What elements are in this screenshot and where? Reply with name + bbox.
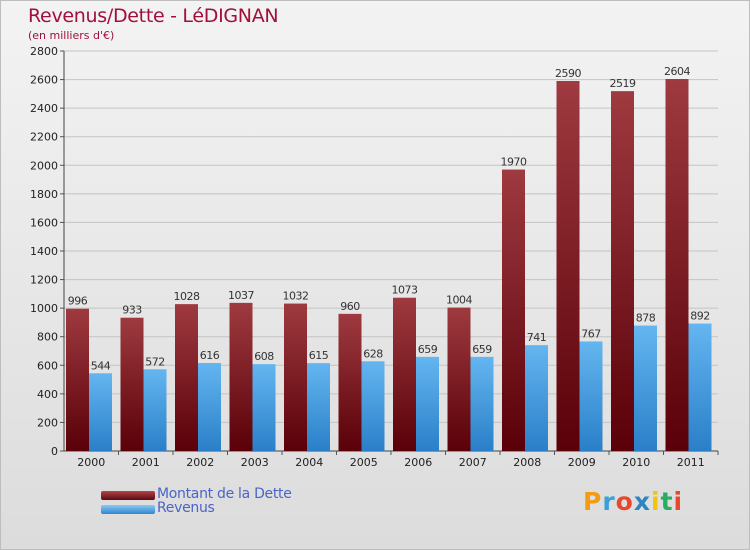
data-label-revenus: 659 <box>418 343 438 356</box>
x-tick-label: 2008 <box>513 456 541 469</box>
y-tick-label: 800 <box>37 331 58 344</box>
data-label-revenus: 878 <box>636 312 656 325</box>
bar-revenus <box>143 369 167 451</box>
y-tick-label: 1000 <box>30 302 58 315</box>
data-label-dette: 996 <box>68 295 88 308</box>
data-label-dette: 2604 <box>664 65 690 78</box>
bar-dette <box>66 308 89 451</box>
data-label-dette: 1028 <box>174 290 200 303</box>
bar-revenus <box>198 363 221 451</box>
bar-dette <box>611 91 634 452</box>
y-tick-label: 200 <box>37 416 58 429</box>
chart-title: Revenus/Dette - LéDIGNAN <box>28 5 279 27</box>
y-tick-label: 1200 <box>30 274 58 287</box>
y-tick-label: 2000 <box>30 159 58 172</box>
data-label-revenus: 659 <box>472 343 492 356</box>
legend-swatch-dette <box>101 491 155 500</box>
y-tick-label: 1600 <box>30 216 58 229</box>
y-tick-label: 400 <box>37 388 58 401</box>
legend-label-revenus: Revenus <box>157 500 215 516</box>
bar-revenus <box>688 323 712 451</box>
x-tick-label: 2002 <box>186 456 214 469</box>
bar-revenus <box>525 345 548 451</box>
logo-letter: x <box>633 487 651 516</box>
y-tick-label: 600 <box>37 359 58 372</box>
y-tick-label: 1800 <box>30 188 58 201</box>
chart-subtitle: (en milliers d'€) <box>28 29 115 42</box>
data-label-revenus: 628 <box>363 347 383 360</box>
logo-letter: o <box>615 487 634 516</box>
data-label-dette: 1970 <box>501 156 527 169</box>
bar-revenus <box>361 361 385 451</box>
logo-letter: P <box>583 487 603 516</box>
bar-dette <box>665 79 689 451</box>
data-label-dette: 2519 <box>610 77 636 90</box>
bar-dette <box>229 302 253 451</box>
x-tick-label: 2010 <box>622 456 650 469</box>
bar-dette <box>338 313 362 451</box>
legend-swatch-revenus <box>101 505 155 514</box>
x-tick-label: 2005 <box>350 456 378 469</box>
x-tick-label: 2009 <box>568 456 596 469</box>
data-label-revenus: 572 <box>145 355 165 368</box>
data-label-dette: 1004 <box>446 294 472 307</box>
data-label-dette: 960 <box>340 300 360 313</box>
x-tick-label: 2006 <box>404 456 432 469</box>
data-label-dette: 1037 <box>228 289 254 302</box>
bar-dette <box>502 169 525 452</box>
x-tick-label: 2000 <box>77 456 105 469</box>
bar-revenus <box>416 356 439 451</box>
x-tick-label: 2003 <box>241 456 269 469</box>
x-tick-label: 2004 <box>295 456 323 469</box>
bar-revenus <box>89 373 112 451</box>
bar-revenus <box>470 356 494 451</box>
logo-letter: t <box>660 487 674 516</box>
y-tick-label: 2800 <box>30 45 58 58</box>
y-tick-label: 2600 <box>30 74 58 87</box>
bar-revenus <box>579 341 603 451</box>
bar-revenus <box>252 364 276 451</box>
data-label-dette: 2590 <box>555 67 581 80</box>
data-label-dette: 1032 <box>283 290 309 303</box>
bar-dette <box>120 317 144 451</box>
data-label-revenus: 892 <box>690 310 710 323</box>
data-label-dette: 1073 <box>392 284 418 297</box>
bar-dette <box>175 304 198 451</box>
logo-letter: i <box>651 487 661 516</box>
data-label-revenus: 767 <box>581 327 601 340</box>
y-tick-label: 2200 <box>30 131 58 144</box>
logo-letter: i <box>673 487 684 516</box>
x-tick-label: 2007 <box>459 456 487 469</box>
bar-dette <box>393 297 416 451</box>
data-label-revenus: 741 <box>527 331 547 344</box>
data-label-revenus: 616 <box>200 349 220 362</box>
proxiti-logo: Proxiti <box>583 487 683 516</box>
y-tick-label: 1400 <box>30 245 58 258</box>
bar-dette <box>284 303 307 451</box>
y-tick-label: 0 <box>51 445 58 458</box>
bar-revenus <box>307 363 330 451</box>
data-label-revenus: 608 <box>254 350 274 363</box>
logo-letter: r <box>602 487 616 516</box>
legend-label-dette: Montant de la Dette <box>157 486 292 502</box>
bar-dette <box>556 81 580 451</box>
data-label-revenus: 544 <box>91 359 111 372</box>
x-tick-label: 2001 <box>132 456 160 469</box>
bar-revenus <box>634 325 657 451</box>
data-label-dette: 933 <box>122 304 142 317</box>
y-tick-label: 2400 <box>30 102 58 115</box>
bar-dette <box>447 307 471 451</box>
x-tick-label: 2011 <box>677 456 705 469</box>
data-label-revenus: 615 <box>309 349 329 362</box>
